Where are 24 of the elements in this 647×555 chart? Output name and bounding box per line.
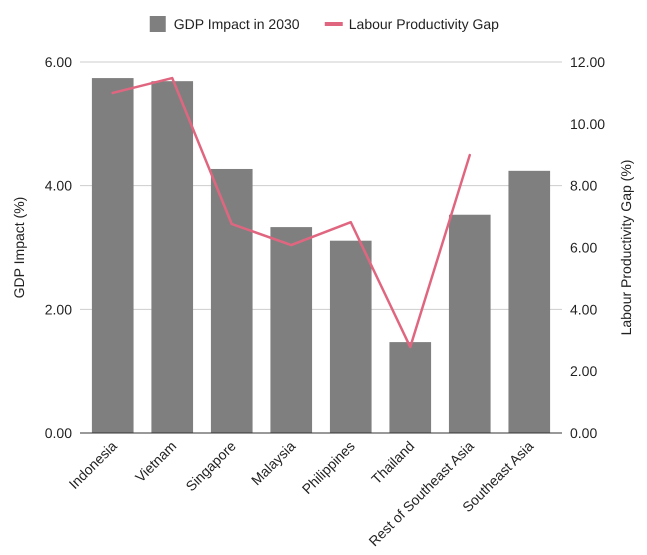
bar [151, 81, 194, 433]
y2-tick-label: 4.00 [570, 301, 598, 318]
y2-tick-label: 12.00 [570, 54, 606, 70]
bar [330, 240, 372, 433]
y2-tick-label: 0.00 [570, 425, 598, 441]
bar [210, 168, 253, 433]
y-tick-label: 4.00 [44, 178, 72, 194]
legend-label: Labour Productivity Gap [348, 16, 500, 32]
bar [448, 214, 491, 433]
y-axis-title: GDP Impact (%) [11, 196, 27, 298]
line-series [111, 76, 472, 348]
y2-tick-label: 10.00 [570, 116, 606, 132]
y-tick-label: 0.00 [44, 425, 72, 441]
y2-axis-title: Labour Productivity Gap (%) [618, 160, 634, 336]
y-tick-label: 6.00 [44, 54, 72, 70]
legend-label: GDP Impact in 2030 [174, 16, 300, 32]
bar [508, 170, 550, 433]
bar [92, 78, 134, 433]
bar [270, 227, 312, 433]
bar [389, 342, 432, 433]
y2-tick-label: 2.00 [570, 363, 598, 380]
y-tick-label: 2.00 [44, 301, 72, 318]
y2-tick-label: 6.00 [570, 240, 598, 256]
y2-tick-label: 8.00 [570, 178, 598, 194]
